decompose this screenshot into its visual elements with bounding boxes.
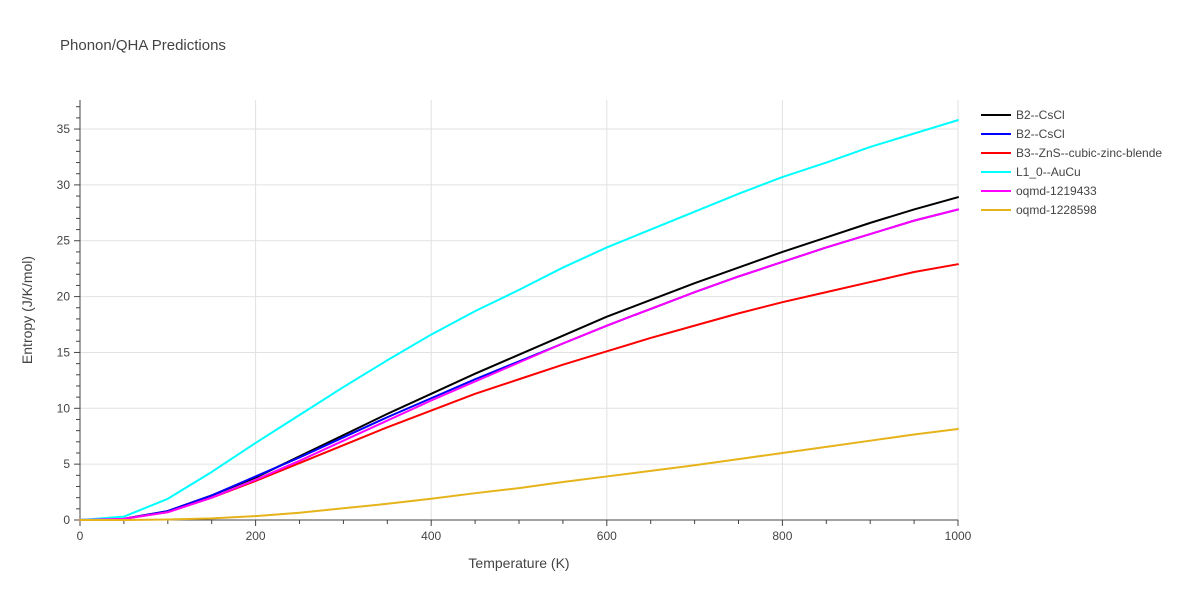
y-tick-label: 35 <box>57 122 71 136</box>
series-line-4[interactable] <box>79 119 959 521</box>
legend-item-6[interactable]: oqmd-1228598 <box>981 203 1097 217</box>
y-tick-label: 5 <box>63 457 70 471</box>
x-tick-label: 800 <box>772 529 792 543</box>
y-tick-label: 0 <box>63 513 70 527</box>
legend[interactable]: B2--CsCl B2--CsCl B3--ZnS--cubic-zinc-blen… <box>981 108 1162 217</box>
x-tick-label: 0 <box>77 529 84 543</box>
x-tick-label: 600 <box>597 529 617 543</box>
legend-item-4[interactable]: L1_0--AuCu <box>981 165 1081 179</box>
legend-item-3[interactable]: B3--ZnS--cubic-zinc-blende <box>981 146 1162 160</box>
y-tick-label: 15 <box>57 345 71 359</box>
y-tick-label: 30 <box>57 178 71 192</box>
y-tick-label: 20 <box>57 290 71 304</box>
legend-label: oqmd-1219433 <box>1016 184 1097 198</box>
grid-layer <box>80 100 959 520</box>
x-tick-label: 1000 <box>945 529 972 543</box>
x-axis-title: Temperature (K) <box>468 555 569 571</box>
legend-label: B2--CsCl <box>1016 127 1065 141</box>
y-axis-title: Entropy (J/K/mol) <box>19 256 35 364</box>
axis-layer: 0 200 400 600 800 1000 0 5 10 15 20 25 30 35 <box>57 100 972 543</box>
x-tick-label: 400 <box>421 529 441 543</box>
legend-label: B3--ZnS--cubic-zinc-blende <box>1016 146 1162 160</box>
chart-title: Phonon/QHA Predictions <box>60 37 226 54</box>
series-line-5[interactable] <box>79 208 959 521</box>
legend-item-5[interactable]: oqmd-1219433 <box>981 184 1097 198</box>
y-tick-label: 10 <box>57 401 71 415</box>
plot-area[interactable] <box>79 119 959 521</box>
series-line-6[interactable] <box>79 427 959 521</box>
legend-label: B2--CsCl <box>1016 108 1065 122</box>
legend-item-2[interactable]: B2--CsCl <box>981 127 1065 141</box>
legend-label: L1_0--AuCu <box>1016 165 1081 179</box>
legend-label: oqmd-1228598 <box>1016 203 1097 217</box>
y-tick-label: 25 <box>57 234 71 248</box>
legend-item-1[interactable]: B2--CsCl <box>981 108 1065 122</box>
x-tick-label: 200 <box>246 529 266 543</box>
